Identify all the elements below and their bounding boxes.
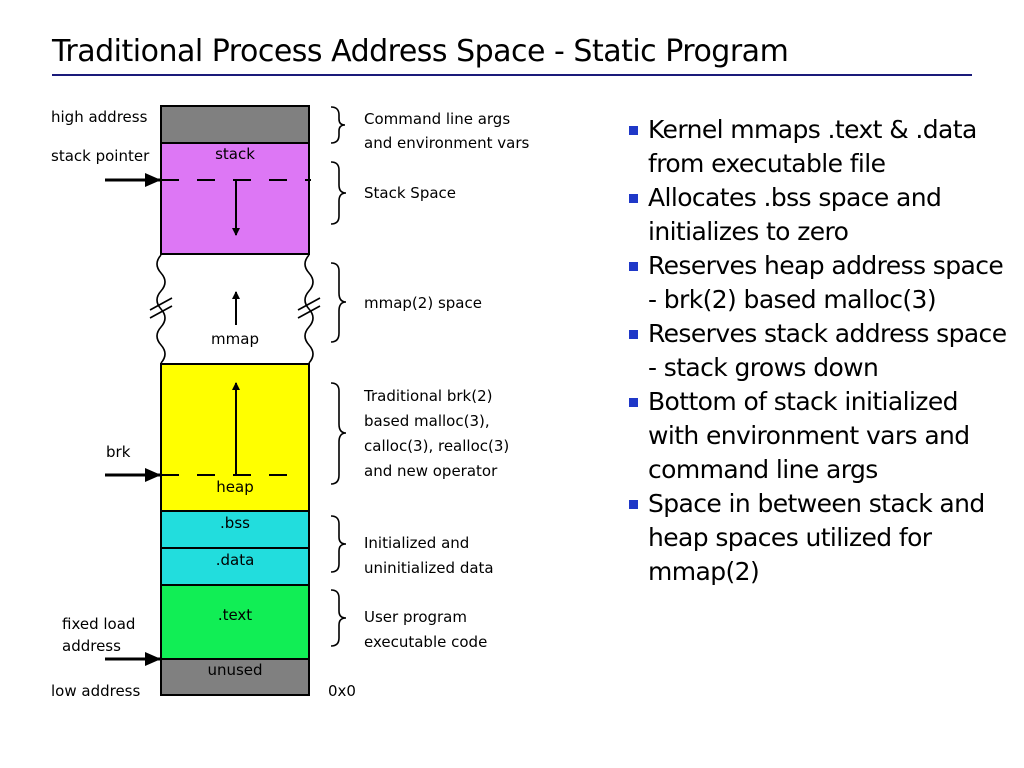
bullet-text: Reserves stack address space - stack gro… bbox=[648, 319, 1007, 382]
brk-label: brk bbox=[106, 443, 131, 461]
annotation-line: executable code bbox=[364, 633, 488, 651]
annotation-line: Traditional brk(2) bbox=[364, 387, 493, 405]
annotation-text: User program executable code bbox=[364, 605, 487, 655]
annotation-line: Command line args bbox=[364, 110, 511, 128]
bullet-text: Allocates .bss space and initializes to … bbox=[648, 183, 942, 246]
bullet-item: Reserves stack address space - stack gro… bbox=[629, 317, 1018, 385]
bss-segment-label: .bss bbox=[220, 514, 250, 532]
fixed-load-label: fixed load bbox=[62, 615, 136, 633]
segment-top-gray bbox=[160, 105, 310, 144]
brace-text bbox=[330, 589, 347, 647]
brace-mmap bbox=[330, 262, 347, 343]
bullet-text: Space in between stack and heap spaces u… bbox=[648, 489, 985, 586]
segment-text bbox=[160, 584, 310, 660]
bullet-square-icon bbox=[629, 126, 638, 135]
bullet-square-icon bbox=[629, 194, 638, 203]
annotation-line: and new operator bbox=[364, 462, 498, 480]
brace-stack bbox=[330, 161, 347, 225]
heap-segment-label: heap bbox=[216, 478, 254, 496]
annotation-line: calloc(3), realloc(3) bbox=[364, 437, 510, 455]
annotation-stack-space: Stack Space bbox=[364, 184, 457, 202]
segment-bss bbox=[160, 510, 310, 549]
high-address-label: high address bbox=[51, 108, 148, 126]
annotation-line: and environment vars bbox=[364, 134, 530, 152]
bullet-item: Space in between stack and heap spaces u… bbox=[629, 487, 993, 589]
text-segment-label: .text bbox=[217, 606, 253, 624]
bullet-item: Kernel mmaps .text & .data from executab… bbox=[629, 113, 1018, 181]
bullet-text: Kernel mmaps .text & .data from executab… bbox=[648, 115, 977, 178]
stack-segment-label: stack bbox=[215, 145, 255, 163]
annotation-data: Initialized and uninitialized data bbox=[364, 531, 494, 581]
annotation-line: Initialized and bbox=[364, 534, 470, 552]
bullet-square-icon bbox=[629, 262, 638, 271]
slide-title: Traditional Process Address Space - Stat… bbox=[52, 34, 789, 69]
title-underline bbox=[52, 74, 972, 76]
stack-pointer-label: stack pointer bbox=[51, 147, 150, 165]
bullet-square-icon bbox=[629, 330, 638, 339]
bullet-item: Reserves heap address space - brk(2) bas… bbox=[629, 249, 1018, 317]
bullet-item: Allocates .bss space and initializes to … bbox=[629, 181, 1018, 249]
brace-cmdline bbox=[330, 106, 346, 144]
low-address-label: low address bbox=[51, 682, 141, 700]
bullet-item: Bottom of stack initialized with environ… bbox=[629, 385, 978, 487]
annotation-mmap-space: mmap(2) space bbox=[364, 294, 482, 312]
data-segment-label: .data bbox=[215, 551, 255, 569]
brace-heap bbox=[330, 382, 347, 485]
segment-unused bbox=[160, 658, 310, 696]
wavy-break-edges bbox=[149, 254, 321, 364]
mmap-segment-label: mmap bbox=[211, 330, 259, 348]
annotation-line: uninitialized data bbox=[364, 559, 494, 577]
brace-data bbox=[330, 515, 347, 573]
bullet-text: Bottom of stack initialized with environ… bbox=[648, 387, 970, 484]
annotation-line: User program bbox=[364, 608, 467, 626]
annotation-heap: Traditional brk(2) based malloc(3), call… bbox=[364, 384, 509, 484]
zero-address-label: 0x0 bbox=[328, 682, 356, 700]
bullet-square-icon bbox=[629, 500, 638, 509]
fixed-load-label-2: address bbox=[62, 637, 121, 655]
annotation-line: based malloc(3), bbox=[364, 412, 490, 430]
bullet-square-icon bbox=[629, 398, 638, 407]
annotation-cmdline: Command line args and environment vars bbox=[364, 107, 529, 155]
unused-segment-label: unused bbox=[207, 661, 263, 679]
braces bbox=[330, 106, 347, 647]
bullet-text: Reserves heap address space - brk(2) bas… bbox=[648, 251, 1004, 314]
